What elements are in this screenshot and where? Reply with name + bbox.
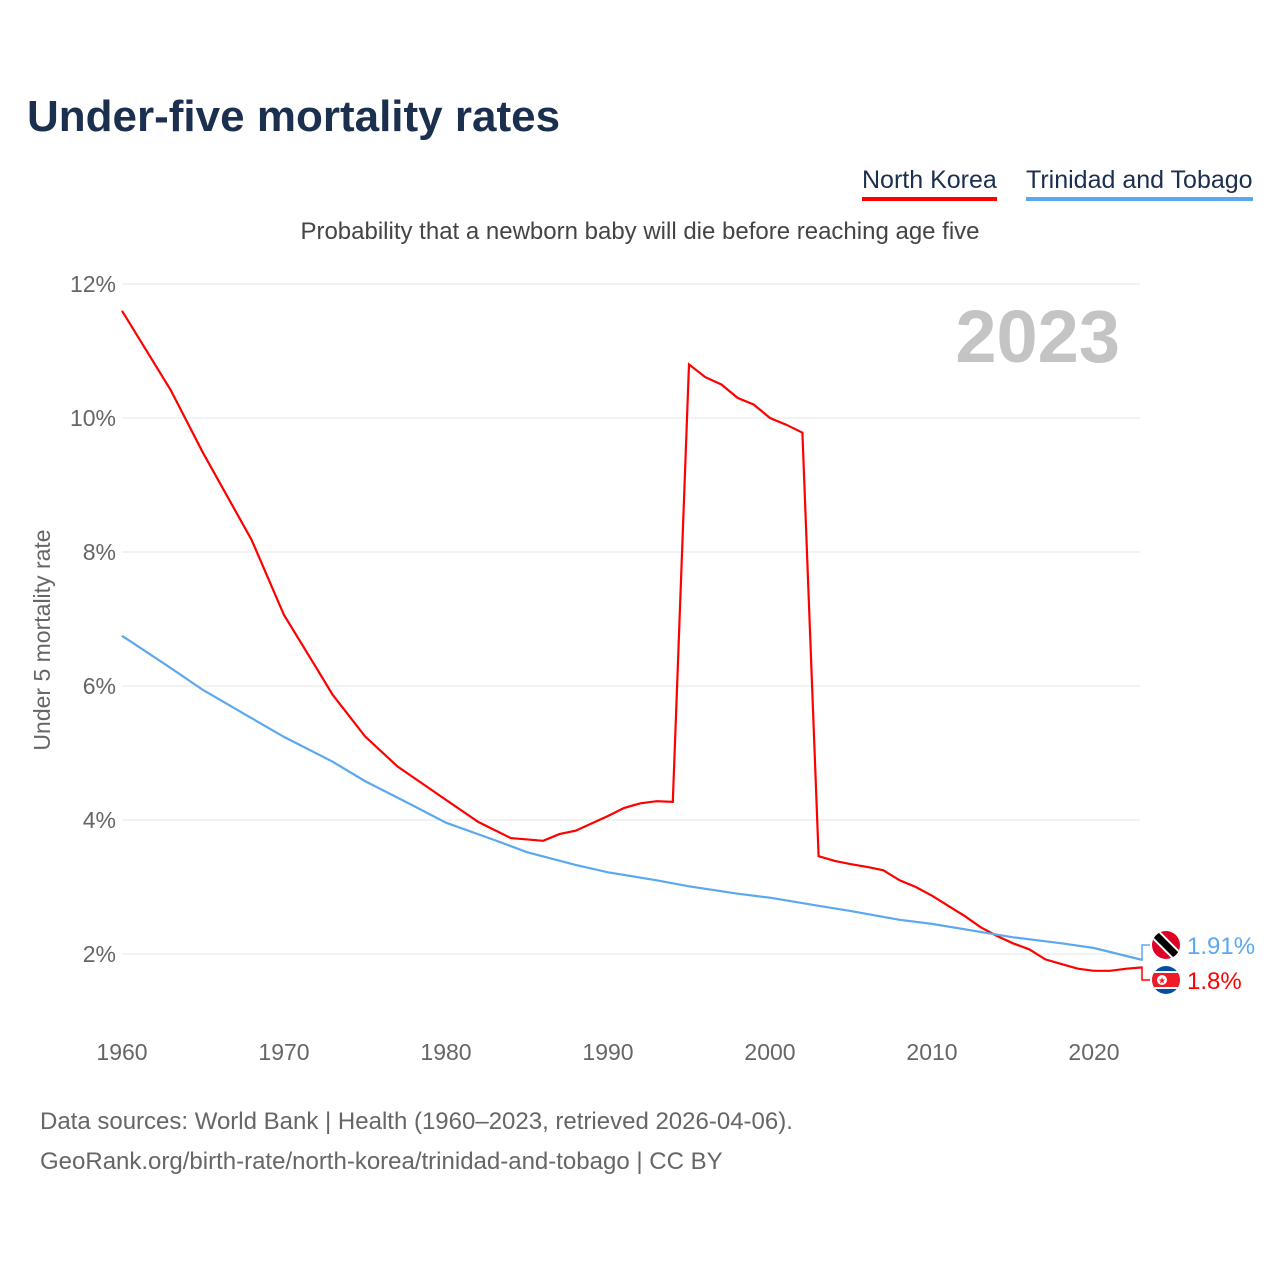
year-label: 2023 — [955, 295, 1120, 378]
footer-link[interactable]: GeoRank.org/birth-rate/north-korea/trini… — [40, 1148, 723, 1175]
x-tick-label: 2000 — [744, 1039, 795, 1065]
end-connector — [1141, 944, 1150, 961]
x-tick-label: 1980 — [420, 1039, 471, 1065]
y-tick-label: 2% — [83, 941, 116, 967]
y-tick-label: 4% — [83, 807, 116, 833]
y-tick-label: 10% — [70, 405, 116, 431]
legend-north-korea[interactable]: North Korea — [862, 166, 997, 201]
end-value-label: 1.8% — [1187, 968, 1242, 995]
x-tick-label: 1990 — [582, 1039, 633, 1065]
chart-title: Under-five mortality rates — [27, 92, 561, 141]
trinidad-flag-icon — [1152, 931, 1180, 959]
series-line-1 — [121, 634, 1143, 962]
x-tick-label: 1960 — [96, 1039, 147, 1065]
end-connector — [1141, 966, 1150, 981]
end-value-label: 1.91% — [1187, 933, 1255, 960]
legend-trinidad-and-tobago[interactable]: Trinidad and Tobago — [1026, 166, 1253, 201]
y-tick-label: 8% — [83, 539, 116, 565]
x-tick-label: 2020 — [1068, 1039, 1119, 1065]
series-line-0 — [121, 310, 1143, 972]
svg-text:★: ★ — [1158, 976, 1166, 986]
y-tick-label: 12% — [70, 271, 116, 297]
north-korea-flag-icon: ★ — [1152, 966, 1180, 994]
footer-sources: Data sources: World Bank | Health (1960–… — [40, 1108, 793, 1135]
y-tick-label: 6% — [83, 673, 116, 699]
x-tick-label: 1970 — [258, 1039, 309, 1065]
y-axis-label: Under 5 mortality rate — [29, 529, 55, 750]
chart-subtitle: Probability that a newborn baby will die… — [300, 218, 980, 245]
x-tick-label: 2010 — [906, 1039, 957, 1065]
